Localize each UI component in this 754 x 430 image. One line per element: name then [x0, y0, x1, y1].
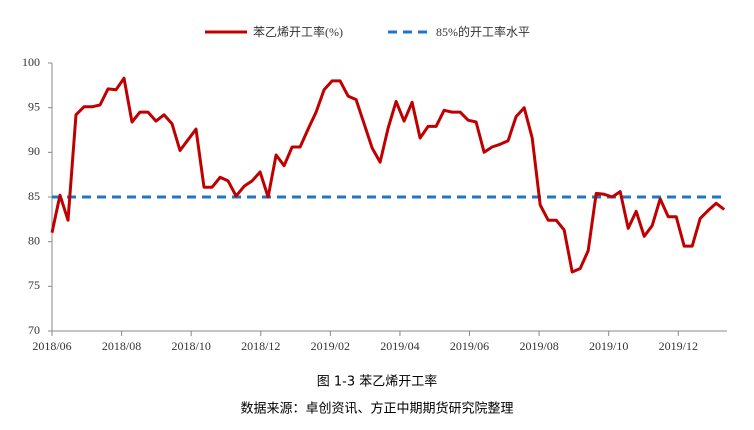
series-line [50, 76, 726, 274]
x-tick-label: 2019/02 [311, 339, 350, 353]
x-tick-label: 2018/08 [102, 339, 141, 353]
x-tick-label: 2018/10 [172, 339, 211, 353]
y-tick-label: 70 [28, 323, 40, 337]
caption: 图 1-3 苯乙烯开工率 [317, 374, 438, 390]
y-tick-label: 95 [28, 99, 40, 113]
y-tick-label: 75 [28, 278, 40, 292]
x-tick-label: 2018/12 [241, 339, 280, 353]
y-tick-label: 100 [22, 55, 40, 69]
legend-label: 85%的开工率水平 [436, 24, 530, 39]
y-tick-label: 85 [28, 189, 40, 203]
x-tick-label: 2018/06 [32, 339, 71, 353]
x-tick-label: 2019/10 [589, 339, 628, 353]
legend-label: 苯乙烯开工率(%) [253, 24, 343, 39]
y-tick-label: 90 [28, 144, 40, 158]
source: 数据来源：卓创资讯、方正中期期货研究院整理 [240, 401, 513, 417]
x-tick-label: 2019/08 [519, 339, 558, 353]
x-tick-label: 2019/04 [380, 339, 419, 353]
y-tick-label: 80 [28, 233, 40, 247]
x-tick-label: 2019/12 [659, 339, 698, 353]
x-tick-label: 2019/06 [450, 339, 489, 353]
